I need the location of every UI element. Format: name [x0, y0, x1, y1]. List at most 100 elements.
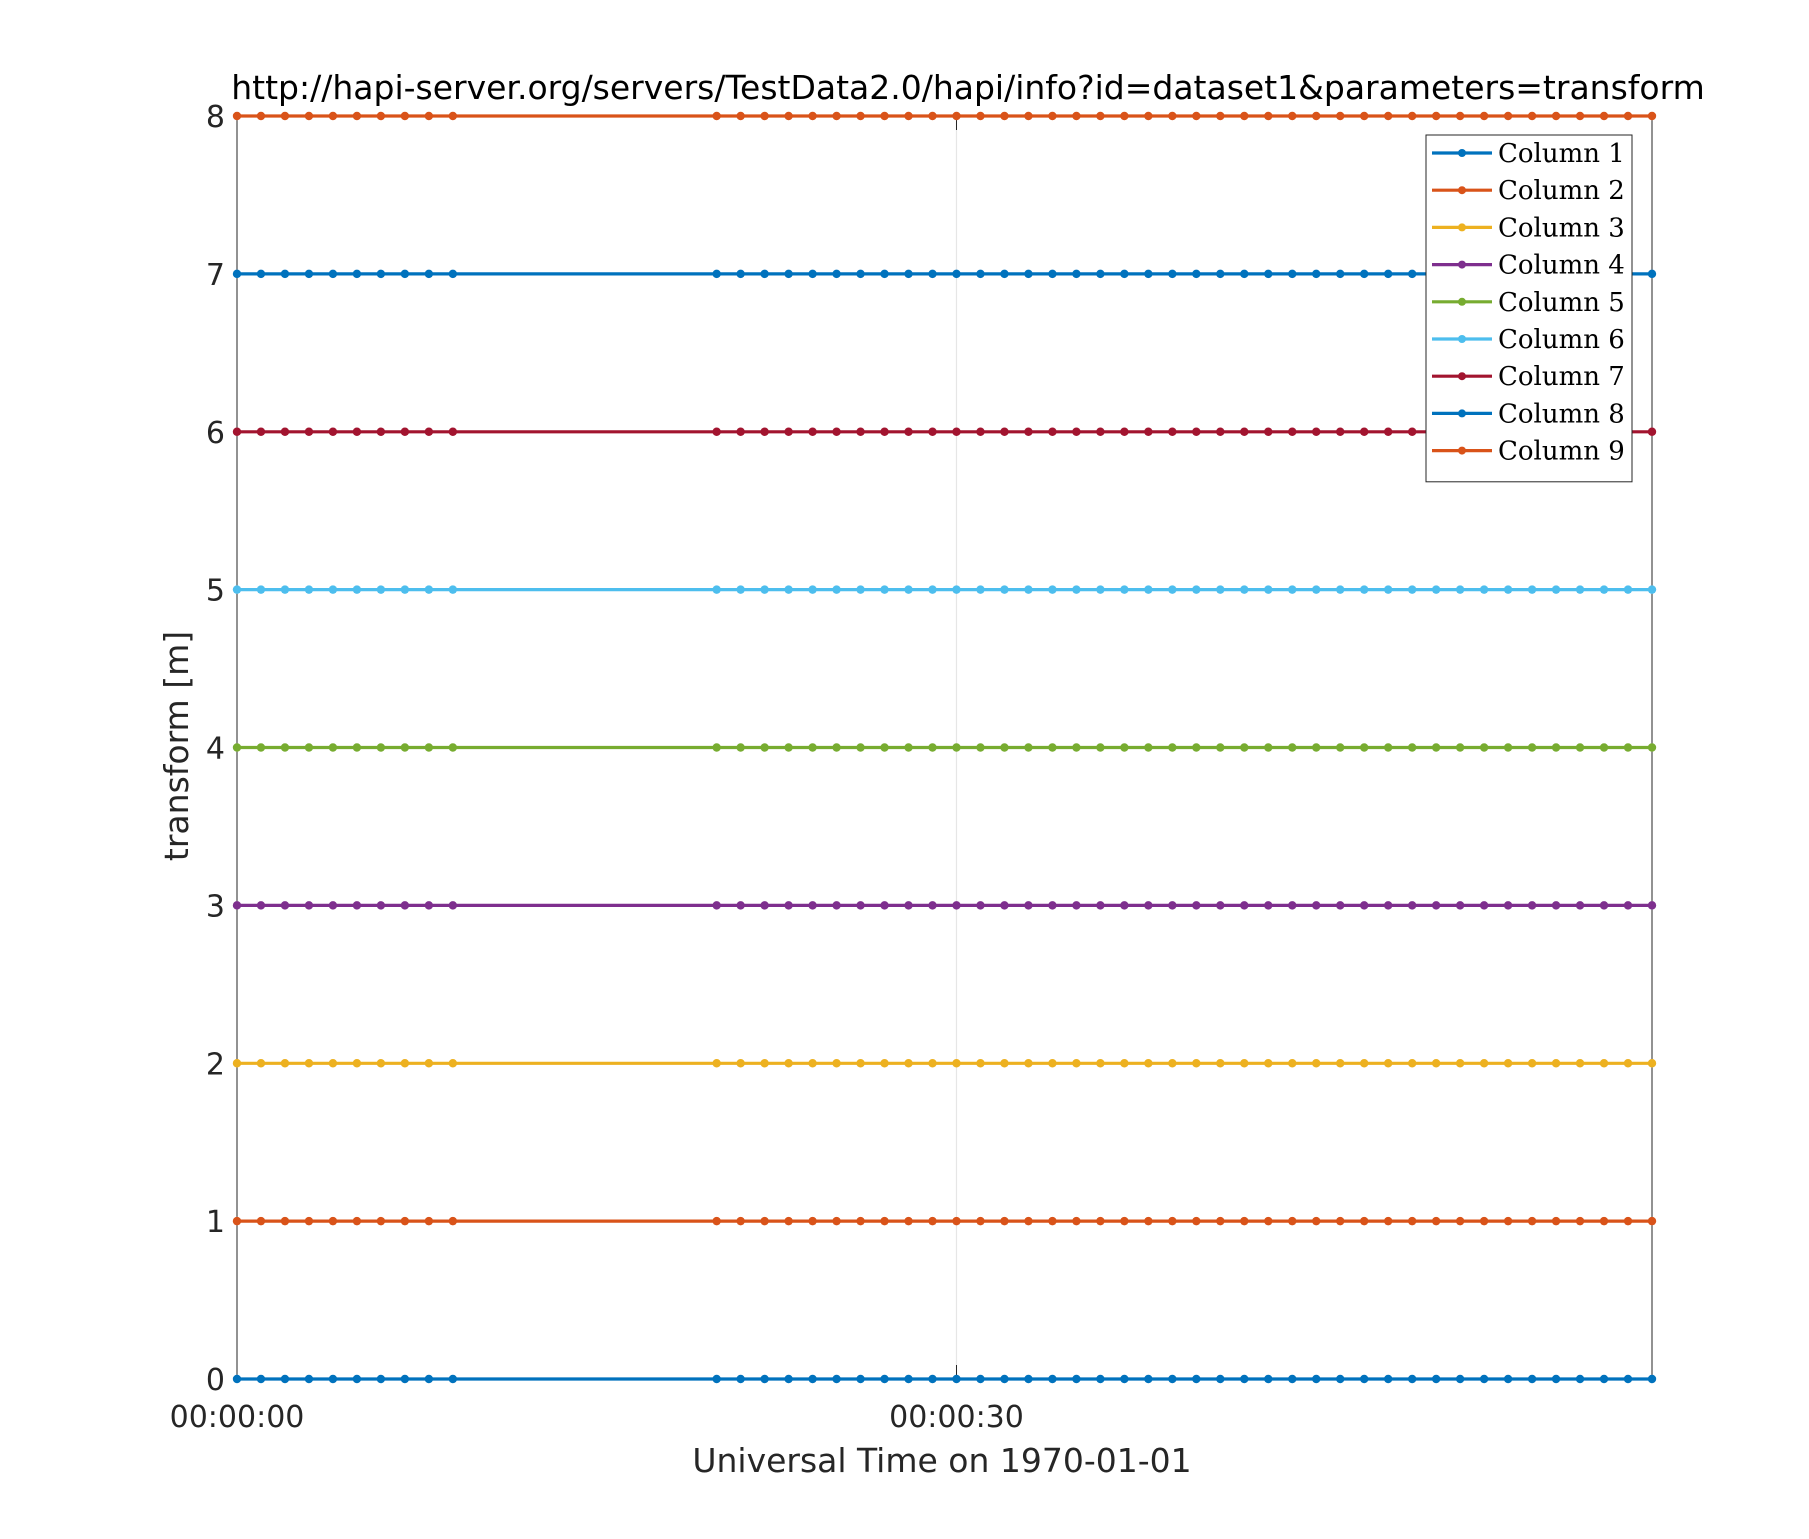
- data-point-column-1: [712, 1374, 721, 1384]
- x-axis-label: Universal Time on 1970-01-01: [692, 1441, 1191, 1480]
- legend-label: Column 9: [1498, 437, 1625, 467]
- data-point-column-3: [376, 1059, 386, 1068]
- data-point-column-4: [376, 901, 386, 910]
- data-point-column-8: [1072, 269, 1081, 279]
- data-point-column-1: [736, 1374, 745, 1384]
- data-point-column-3: [760, 1059, 769, 1068]
- data-point-column-2: [1431, 1216, 1441, 1226]
- data-point-column-3: [280, 1059, 290, 1068]
- data-point-column-2: [832, 1216, 841, 1226]
- data-point-column-5: [1647, 743, 1657, 752]
- data-point-column-8: [1024, 269, 1033, 279]
- data-point-column-3: [1216, 1059, 1225, 1068]
- data-point-column-6: [1144, 585, 1153, 594]
- data-point-column-9: [1360, 111, 1369, 121]
- data-point-column-2: [808, 1216, 817, 1226]
- data-point-column-3: [952, 1059, 961, 1068]
- data-point-column-3: [1503, 1059, 1513, 1068]
- data-point-column-7: [352, 427, 362, 436]
- data-point-column-7: [1647, 427, 1657, 436]
- data-point-column-1: [376, 1374, 386, 1384]
- data-point-column-1: [1312, 1374, 1321, 1384]
- data-point-column-5: [1431, 743, 1441, 752]
- data-point-column-1: [1048, 1374, 1057, 1384]
- data-point-column-6: [376, 585, 386, 594]
- data-point-column-4: [712, 901, 721, 910]
- legend-marker: [1458, 186, 1466, 195]
- data-point-column-6: [904, 585, 913, 594]
- data-point-column-4: [448, 901, 458, 910]
- data-point-column-5: [1240, 743, 1249, 752]
- data-point-column-6: [1192, 585, 1201, 594]
- data-point-column-9: [1048, 111, 1057, 121]
- data-point-column-3: [832, 1059, 841, 1068]
- data-point-column-9: [784, 111, 793, 121]
- data-point-column-7: [1312, 427, 1321, 436]
- data-point-column-6: [1455, 585, 1465, 594]
- data-point-column-3: [1336, 1059, 1345, 1068]
- data-point-column-2: [736, 1216, 745, 1226]
- data-point-column-5: [304, 743, 314, 752]
- data-point-column-9: [1383, 111, 1393, 121]
- data-point-column-9: [1407, 111, 1417, 121]
- data-point-column-6: [808, 585, 817, 594]
- data-point-column-1: [1599, 1374, 1609, 1384]
- data-point-column-9: [1144, 111, 1153, 121]
- data-point-column-6: [952, 585, 961, 594]
- data-point-column-3: [1551, 1059, 1561, 1068]
- data-point-column-7: [1336, 427, 1345, 436]
- data-point-column-4: [232, 901, 242, 910]
- data-point-column-4: [1048, 901, 1057, 910]
- data-point-column-5: [904, 743, 913, 752]
- y-axis-label: transform [m]: [157, 631, 196, 861]
- data-point-column-3: [856, 1059, 865, 1068]
- data-point-column-5: [1479, 743, 1489, 752]
- data-point-column-5: [256, 743, 266, 752]
- data-point-column-2: [1288, 1216, 1297, 1226]
- data-point-column-1: [1383, 1374, 1393, 1384]
- data-point-column-7: [1192, 427, 1201, 436]
- data-point-column-9: [400, 111, 410, 121]
- data-point-column-3: [232, 1059, 242, 1068]
- data-point-column-5: [424, 743, 434, 752]
- data-point-column-3: [400, 1059, 410, 1068]
- data-point-column-1: [1503, 1374, 1513, 1384]
- data-point-column-5: [952, 743, 961, 752]
- data-point-column-1: [448, 1374, 458, 1384]
- legend-label: Column 2: [1498, 176, 1625, 206]
- data-point-column-3: [1096, 1059, 1105, 1068]
- data-point-column-6: [328, 585, 338, 594]
- legend-marker: [1458, 372, 1466, 381]
- data-point-column-6: [1431, 585, 1441, 594]
- data-point-column-9: [1216, 111, 1225, 121]
- data-point-column-3: [904, 1059, 913, 1068]
- data-point-column-2: [1048, 1216, 1057, 1226]
- data-point-column-4: [1264, 901, 1273, 910]
- data-point-column-4: [1551, 901, 1561, 910]
- data-point-column-1: [1120, 1374, 1129, 1384]
- data-point-column-4: [1623, 901, 1633, 910]
- data-point-column-7: [376, 427, 386, 436]
- data-point-column-9: [928, 111, 937, 121]
- legend-marker: [1458, 335, 1466, 343]
- data-point-column-8: [376, 269, 386, 279]
- data-point-column-4: [400, 901, 410, 910]
- data-point-column-6: [880, 585, 889, 594]
- data-point-column-2: [280, 1216, 290, 1226]
- data-point-column-6: [304, 585, 314, 594]
- data-point-column-2: [400, 1216, 410, 1226]
- data-point-column-9: [1647, 111, 1657, 121]
- data-point-column-1: [424, 1374, 434, 1384]
- data-point-column-4: [1240, 901, 1249, 910]
- data-point-column-6: [1623, 585, 1633, 594]
- data-point-column-6: [352, 585, 362, 594]
- data-point-column-5: [1575, 743, 1585, 752]
- data-point-column-3: [1024, 1059, 1033, 1068]
- data-point-column-1: [1144, 1374, 1153, 1384]
- data-point-column-6: [1360, 585, 1369, 594]
- data-point-column-4: [1144, 901, 1153, 910]
- data-point-column-9: [328, 111, 338, 121]
- data-point-column-9: [1192, 111, 1201, 121]
- data-point-column-7: [1024, 427, 1033, 436]
